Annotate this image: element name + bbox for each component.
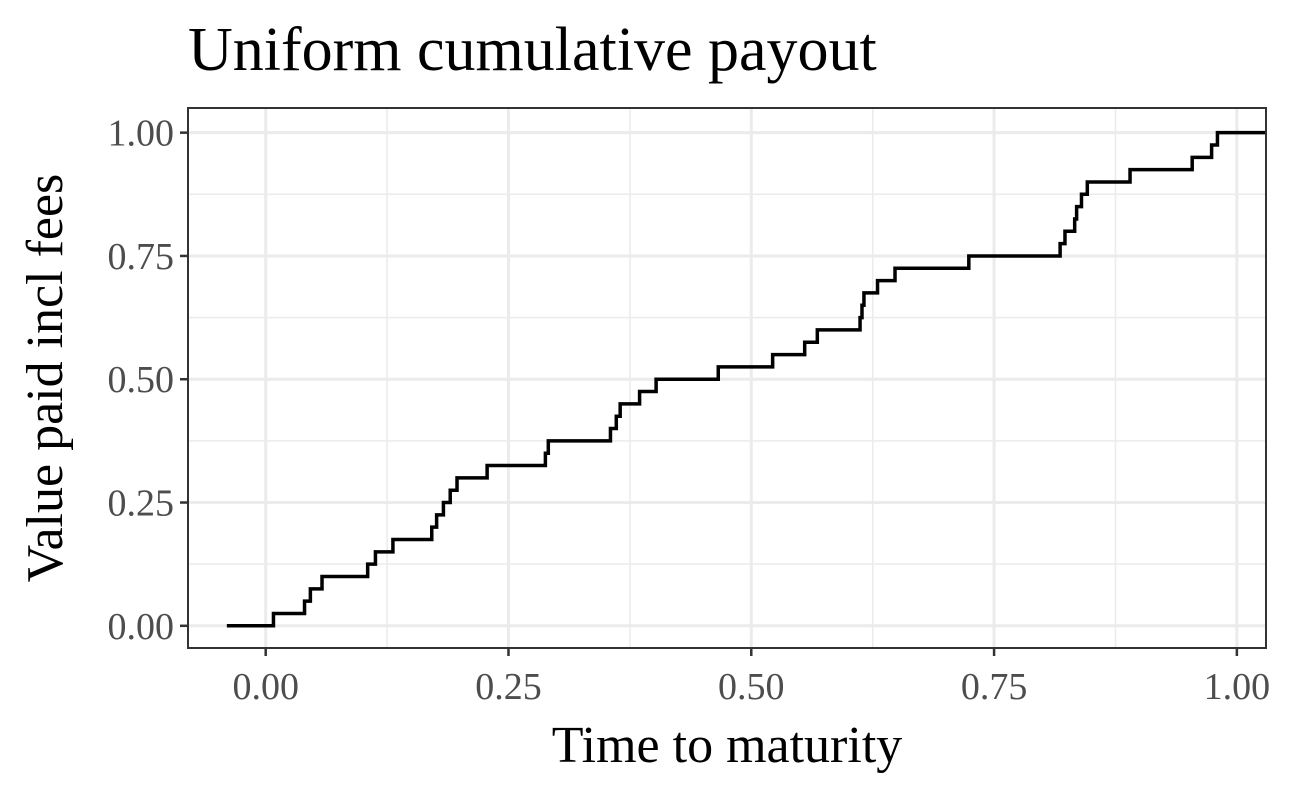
- y-axis-title: Value paid incl fees: [17, 174, 74, 583]
- x-tick-label: 0.75: [961, 666, 1028, 708]
- y-tick-label: 0.75: [108, 236, 175, 278]
- y-tick-label: 0.25: [108, 483, 175, 525]
- y-tick-label: 1.00: [108, 113, 175, 155]
- grid: [188, 108, 1266, 648]
- y-tick-label: 0.00: [108, 606, 175, 648]
- axis-ticks: 0.00 0.25 0.50 0.75 1.00 0.00 0.25 0.50 0.75 1.00: [108, 113, 1271, 708]
- x-tick-label: 0.25: [475, 666, 542, 708]
- x-tick-label: 0.00: [232, 666, 299, 708]
- chart-title: Uniform cumulative payout: [188, 16, 877, 84]
- series-layer: [226, 130, 1266, 628]
- x-axis-title: Time to maturity: [552, 717, 903, 774]
- x-tick-label: 0.50: [718, 666, 785, 708]
- y-tick-label: 0.50: [108, 359, 175, 401]
- x-tick-label: 1.00: [1204, 666, 1271, 708]
- step-series-line: [226, 130, 1266, 628]
